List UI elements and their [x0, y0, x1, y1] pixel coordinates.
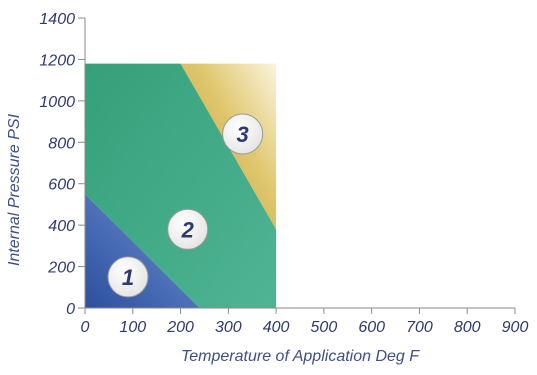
zone-1-badge: [107, 256, 149, 298]
zone-3-area: [180, 63, 277, 230]
x-tick-label: 100: [119, 319, 146, 336]
y-tick-label: 800: [48, 135, 75, 152]
y-axis-title: Internal Pressure PSI: [6, 113, 23, 266]
y-tick-label: 200: [47, 260, 75, 277]
zone-2-label: 2: [181, 217, 195, 242]
x-tick-label: 200: [166, 319, 194, 336]
y-tick-label: 0: [66, 301, 75, 318]
x-tick-label: 800: [454, 319, 481, 336]
y-tick-label: 1000: [39, 94, 75, 111]
x-tick-label: 900: [502, 319, 529, 336]
zone-2-area: [85, 63, 277, 308]
x-tick-label: 300: [215, 319, 242, 336]
y-tick-label: 400: [48, 218, 75, 235]
zone-3-label: 3: [237, 122, 249, 147]
x-tick-label: 400: [263, 319, 290, 336]
x-tick-label: 0: [81, 319, 90, 336]
x-axis-title: Temperature of Application Deg F: [181, 348, 420, 365]
zone-3-badge: [222, 113, 264, 155]
zone-1-label: 1: [122, 265, 134, 290]
labels-layer: 1 2 3: [107, 113, 264, 298]
x-tick-label: 600: [358, 319, 385, 336]
y-tick-label: 1400: [39, 11, 75, 28]
x-tick-label: 700: [406, 319, 433, 336]
y-tick-label: 600: [48, 177, 75, 194]
y-tick-label: 1200: [39, 52, 75, 69]
x-tick-label: 500: [311, 319, 338, 336]
zone-2-badge: [167, 208, 209, 250]
axes-layer: 0 200 400 600 800 1000 1200 1400 0 100 200 300 400 50…: [39, 11, 528, 336]
